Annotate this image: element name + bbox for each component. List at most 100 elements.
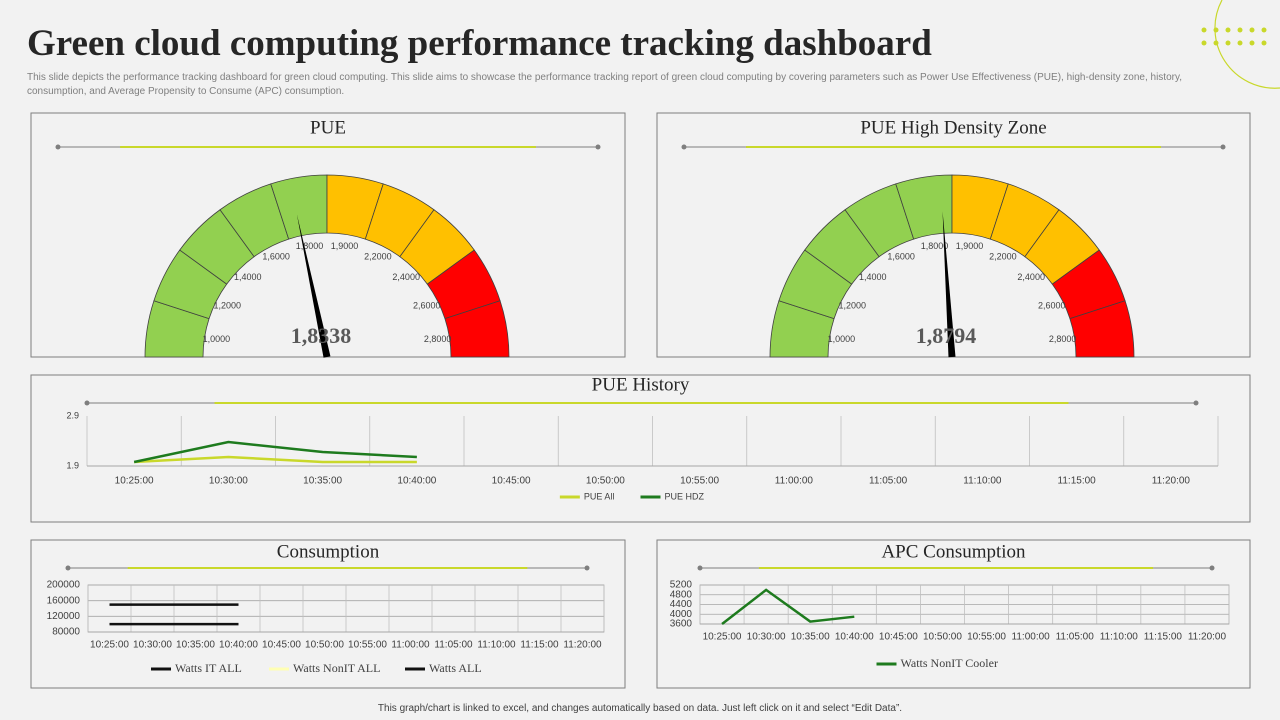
gauge-tick-label: 1,2000	[838, 301, 866, 311]
x-tick-label: 11:00:00	[1012, 632, 1051, 643]
gauge-tick-label: 2,2000	[989, 252, 1017, 262]
x-tick-label: 10:55:00	[680, 476, 719, 487]
x-tick-label: 11:05:00	[434, 640, 473, 651]
x-tick-label: 10:25:00	[90, 640, 129, 651]
rule-dot	[697, 565, 703, 571]
gauge-tick-label: 2,8000	[424, 334, 452, 344]
x-tick-label: 10:35:00	[791, 632, 830, 643]
x-tick-label: 10:30:00	[209, 476, 248, 487]
x-tick-label: 11:15:00	[520, 640, 559, 651]
legend-label: Watts NonIT ALL	[293, 661, 380, 675]
legend-label: Watts IT ALL	[175, 661, 242, 675]
gauge-tick-label: 2,6000	[1038, 301, 1066, 311]
gauge-tick-label: 1,9000	[956, 241, 984, 251]
gauge-tick-label: 1,0000	[828, 334, 856, 344]
x-tick-label: 11:10:00	[963, 476, 1002, 487]
x-tick-label: 11:10:00	[1100, 632, 1139, 643]
gauge-tick-label: 1,8000	[921, 241, 949, 251]
gauge-tick-label: 2,2000	[364, 252, 392, 262]
x-tick-label: 10:40:00	[397, 476, 436, 487]
y-tick-label: 120000	[47, 611, 81, 622]
rule-dot	[1220, 144, 1226, 150]
x-tick-label: 10:50:00	[305, 640, 344, 651]
panel-title: APC Consumption	[881, 541, 1026, 562]
rule-dot	[584, 565, 590, 571]
x-tick-label: 10:45:00	[879, 632, 918, 643]
gauge-needle	[942, 211, 956, 358]
y-tick-label: 1.9	[66, 460, 79, 470]
y-tick-label: 160000	[47, 595, 81, 606]
x-tick-label: 11:05:00	[1056, 632, 1095, 643]
gauge-tick-label: 1,2000	[213, 301, 241, 311]
gauge-tick-label: 2,4000	[392, 272, 420, 282]
x-tick-label: 10:35:00	[303, 476, 342, 487]
rule-dot	[84, 400, 90, 406]
panel-title: PUE History	[592, 374, 690, 395]
panel	[30, 539, 626, 689]
panel-title: PUE	[310, 117, 346, 138]
rule-dot	[55, 144, 61, 150]
corner-decoration	[1201, 0, 1280, 89]
gauge-tick-label: 1,4000	[234, 272, 262, 282]
x-tick-label: 11:15:00	[1144, 632, 1183, 643]
gauge-band	[444, 300, 510, 358]
gauge-value: 1,8338	[291, 323, 352, 348]
gauge-tick-label: 2,6000	[413, 301, 441, 311]
page-title: Green cloud computing performance tracki…	[27, 23, 932, 64]
panel	[30, 112, 626, 358]
y-tick-label: 4400	[670, 599, 693, 610]
x-tick-label: 10:45:00	[492, 476, 531, 487]
rule-dot	[1193, 400, 1199, 406]
x-tick-label: 10:55:00	[967, 632, 1006, 643]
gauge-tick-label: 1,9000	[331, 241, 359, 251]
gauge-tick-label: 2,8000	[1049, 334, 1077, 344]
series-line	[721, 588, 855, 625]
legend-label: PUE All	[584, 491, 615, 501]
x-tick-label: 10:30:00	[747, 632, 786, 643]
gauge-tick-label: 1,8000	[296, 241, 324, 251]
x-tick-label: 10:25:00	[703, 632, 742, 643]
y-tick-label: 3600	[670, 619, 693, 630]
series-line	[133, 440, 417, 464]
x-tick-label: 11:20:00	[563, 640, 602, 651]
rule-dot	[65, 565, 71, 571]
panel	[656, 112, 1251, 358]
gauge-tick-label: 1,6000	[262, 252, 290, 262]
x-tick-label: 10:35:00	[176, 640, 215, 651]
x-tick-label: 10:40:00	[219, 640, 258, 651]
x-tick-label: 11:10:00	[477, 640, 516, 651]
y-tick-label: 2.9	[66, 410, 79, 420]
gauge-tick-label: 1,6000	[887, 252, 915, 262]
x-tick-label: 11:20:00	[1188, 632, 1227, 643]
series-line	[134, 455, 417, 464]
y-tick-label: 4800	[670, 589, 693, 600]
x-tick-label: 10:50:00	[923, 632, 962, 643]
y-tick-label: 5200	[670, 580, 693, 591]
x-tick-label: 10:50:00	[586, 476, 625, 487]
gauge-tick-label: 1,4000	[859, 272, 887, 282]
x-tick-label: 11:05:00	[869, 476, 908, 487]
footer-note: This graph/chart is linked to excel, and…	[377, 703, 903, 714]
y-tick-label: 4000	[670, 609, 693, 620]
x-tick-label: 11:00:00	[775, 476, 814, 487]
description: This slide depicts the performance track…	[27, 72, 1183, 97]
gauge-band	[1069, 300, 1135, 358]
panel-title: PUE High Density Zone	[860, 117, 1046, 138]
x-tick-label: 10:55:00	[348, 640, 387, 651]
x-tick-label: 10:40:00	[835, 632, 874, 643]
x-tick-label: 10:25:00	[115, 476, 154, 487]
gauge-tick-label: 2,4000	[1017, 272, 1045, 282]
panel-title: Consumption	[277, 541, 380, 562]
x-tick-label: 10:30:00	[133, 640, 172, 651]
x-tick-label: 11:20:00	[1152, 476, 1191, 487]
rule-dot	[681, 144, 687, 150]
rule-dot	[595, 144, 601, 150]
gauge-tick-label: 1,0000	[203, 334, 231, 344]
y-tick-label: 80000	[52, 627, 80, 638]
panel	[30, 374, 1251, 523]
gauge-value: 1,8794	[916, 323, 977, 348]
legend-label: Watts NonIT Cooler	[901, 656, 998, 670]
legend-label: Watts ALL	[429, 661, 482, 675]
